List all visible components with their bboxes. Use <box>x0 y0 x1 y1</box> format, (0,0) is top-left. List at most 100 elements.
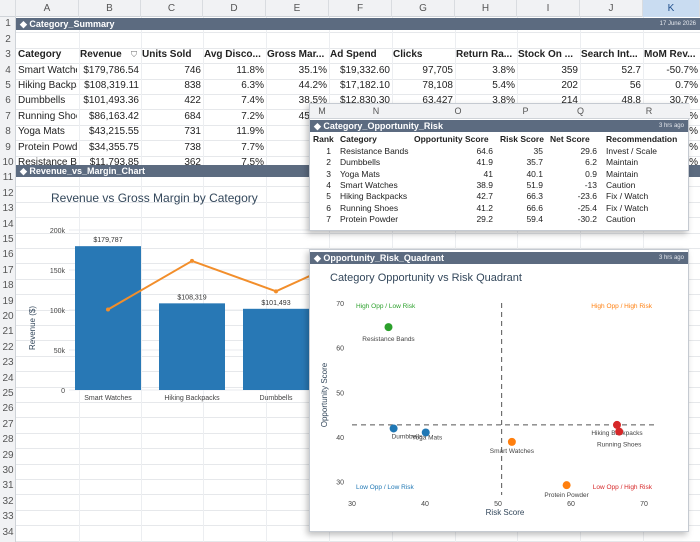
risk-cell[interactable]: 6 <box>326 202 331 213</box>
summary-cell[interactable]: 97,705 <box>422 64 453 76</box>
row-header-29[interactable]: 29 <box>2 449 14 461</box>
risk-cell[interactable]: 66.3 <box>526 191 543 202</box>
risk-cell[interactable]: 5 <box>326 191 331 202</box>
row-header-28[interactable]: 28 <box>2 434 14 446</box>
summary-cell[interactable]: $12,830.30 <box>339 95 390 107</box>
summary-cell[interactable]: $43,215.55 <box>88 126 139 138</box>
row-header-5[interactable]: 5 <box>5 80 11 91</box>
row-header-7[interactable]: 7 <box>5 110 11 122</box>
summary-cell[interactable]: 3.8% <box>492 95 515 107</box>
risk-cell[interactable]: 38.9 <box>476 179 493 190</box>
row-header-23[interactable]: 23 <box>2 357 14 369</box>
summary-cell[interactable]: 7.7% <box>241 141 264 153</box>
risk-cell[interactable]: 29.2 <box>476 213 493 224</box>
risk-cell[interactable]: Caution <box>606 213 636 224</box>
summary-cell[interactable]: Running Shoes <box>18 110 77 122</box>
risk-cell[interactable]: 41.2 <box>476 202 493 213</box>
risk-cell[interactable]: Resistance Bands <box>340 146 409 156</box>
column-header-j[interactable]: J <box>580 0 643 17</box>
column-header-d[interactable]: D <box>203 0 266 17</box>
summary-cell[interactable]: 731 <box>184 126 201 138</box>
summary-cell[interactable]: 35.1% <box>298 64 327 76</box>
risk-cell[interactable]: -25.4 <box>577 202 597 213</box>
risk-cell[interactable]: 6.2 <box>585 157 597 168</box>
risk-cell[interactable]: Invest / Scale <box>606 146 658 156</box>
summary-cell[interactable]: Dumbbells <box>18 95 66 107</box>
column-header-k[interactable]: K <box>643 0 700 17</box>
row-header-12[interactable]: 12 <box>2 187 14 199</box>
risk-cell[interactable]: Yoga Mats <box>340 168 380 179</box>
summary-cell[interactable]: $108,319.11 <box>84 80 139 91</box>
column-header-b[interactable]: B <box>79 0 141 17</box>
row-header-17[interactable]: 17 <box>2 264 14 276</box>
row-header-32[interactable]: 32 <box>2 495 14 507</box>
row-header-30[interactable]: 30 <box>2 465 14 476</box>
row-header-20[interactable]: 20 <box>2 311 14 322</box>
summary-cell[interactable]: 738 <box>184 141 201 153</box>
row-header-11[interactable]: 11 <box>2 172 14 184</box>
risk-cell[interactable]: -23.6 <box>577 191 597 202</box>
summary-cell[interactable]: 202 <box>561 80 578 91</box>
row-header-2[interactable]: 2 <box>5 33 11 45</box>
risk-cell[interactable]: 41 <box>483 168 493 179</box>
summary-cell[interactable]: 422 <box>184 95 201 107</box>
summary-cell[interactable]: 63,427 <box>422 95 453 107</box>
summary-cell[interactable]: 214 <box>561 95 578 107</box>
risk-cell[interactable]: 40.1 <box>526 168 543 179</box>
risk-cell[interactable]: 66.6 <box>526 202 543 213</box>
row-header-14[interactable]: 14 <box>2 218 14 230</box>
risk-cell[interactable]: 1 <box>326 146 331 156</box>
summary-cell[interactable]: 5.4% <box>492 80 515 91</box>
summary-cell[interactable]: 56 <box>629 80 641 91</box>
summary-cell[interactable]: $101,493.36 <box>83 95 139 107</box>
column-header-a[interactable]: A <box>16 0 79 17</box>
summary-cell[interactable]: 11.9% <box>236 126 264 138</box>
summary-cell[interactable]: 6.3% <box>241 80 264 91</box>
row-header-18[interactable]: 18 <box>2 280 14 292</box>
summary-cell[interactable]: 746 <box>184 64 201 76</box>
row-header-26[interactable]: 26 <box>2 403 14 415</box>
summary-cell[interactable]: 838 <box>184 80 201 91</box>
summary-cell[interactable]: 684 <box>184 110 201 122</box>
risk-cell[interactable]: 35.7 <box>526 157 543 168</box>
risk-cell[interactable]: 2 <box>326 157 331 168</box>
summary-cell[interactable]: Resistance Ba <box>18 157 77 168</box>
risk-cell[interactable]: Hiking Backpacks <box>340 191 408 202</box>
summary-cell[interactable]: $11,793.85 <box>89 157 139 168</box>
row-header-9[interactable]: 9 <box>5 141 11 153</box>
risk-cell[interactable]: Maintain <box>606 168 639 179</box>
summary-cell[interactable]: 52.7 <box>621 64 641 76</box>
risk-cell[interactable]: 0.9 <box>585 168 597 179</box>
risk-cell[interactable]: 35 <box>533 146 543 156</box>
row-header-3[interactable]: 3 <box>5 49 11 61</box>
risk-cell[interactable]: 4 <box>326 179 331 190</box>
risk-cell[interactable]: 51.9 <box>526 179 543 190</box>
summary-cell[interactable]: 7.4% <box>241 95 264 107</box>
row-header-19[interactable]: 19 <box>2 295 14 307</box>
row-header-15[interactable]: 15 <box>2 234 14 245</box>
summary-cell[interactable]: $17,182.10 <box>339 80 390 91</box>
row-header-16[interactable]: 16 <box>2 249 14 261</box>
column-header-c[interactable]: C <box>141 0 203 17</box>
row-header-13[interactable]: 13 <box>2 203 14 215</box>
summary-cell[interactable]: Yoga Mats <box>18 126 65 138</box>
summary-cell[interactable]: Smart Watche <box>18 64 77 76</box>
summary-cell[interactable]: 78,108 <box>422 80 453 91</box>
row-header-21[interactable]: 21 <box>2 326 14 338</box>
summary-cell[interactable]: 7.5% <box>241 157 264 168</box>
summary-cell[interactable]: Hiking Backpa <box>18 80 77 91</box>
column-header-h[interactable]: H <box>455 0 517 17</box>
column-header-i[interactable]: I <box>517 0 580 17</box>
risk-cell[interactable]: 7 <box>326 213 331 224</box>
summary-cell[interactable]: $86,163.42 <box>88 110 139 122</box>
risk-cell[interactable]: Fix / Watch <box>606 191 649 202</box>
summary-cell[interactable]: Protein Powde <box>18 141 77 153</box>
summary-cell[interactable]: 44.2% <box>298 80 327 91</box>
row-header-34[interactable]: 34 <box>2 526 14 538</box>
summary-cell[interactable]: 0.7% <box>675 80 698 91</box>
risk-cell[interactable]: Protein Powder <box>340 213 399 224</box>
row-header-27[interactable]: 27 <box>2 418 14 430</box>
row-header-10[interactable]: 10 <box>2 157 14 168</box>
risk-cell[interactable]: 29.6 <box>580 146 597 156</box>
risk-cell[interactable]: Fix / Watch <box>606 202 649 213</box>
